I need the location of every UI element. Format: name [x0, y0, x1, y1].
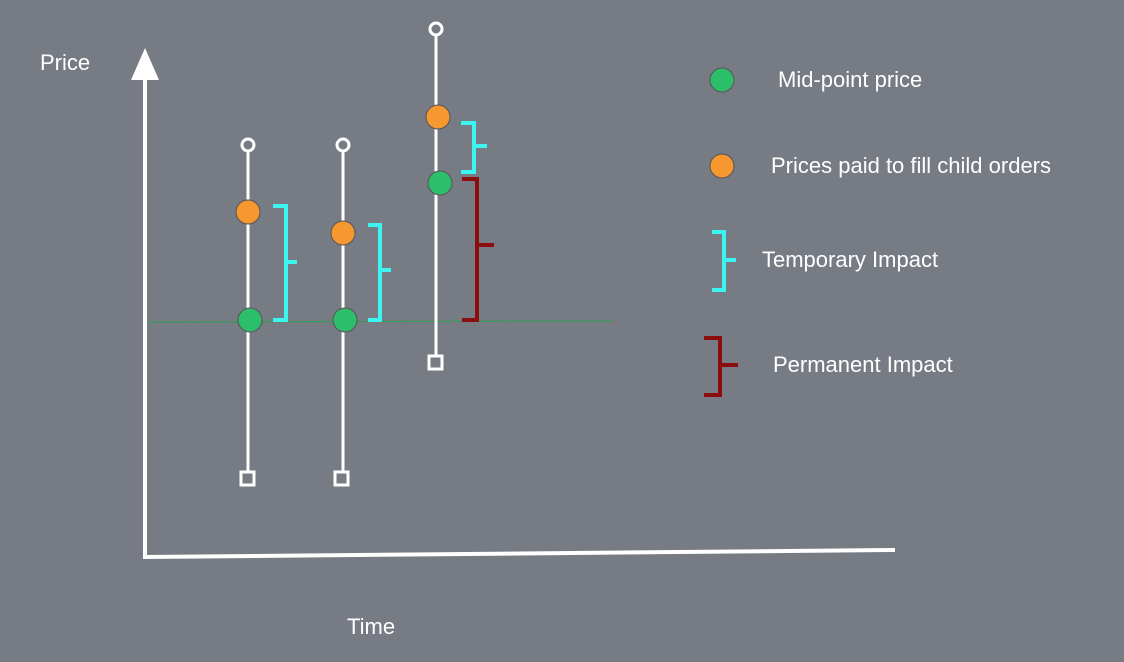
midpoint-price-dot [237, 307, 263, 333]
x-axis-label: Time [347, 614, 396, 639]
temporary-impact-brace [273, 204, 297, 322]
legend-permanent-label: Permanent Impact [773, 352, 953, 377]
legend-midpoint-dot [709, 67, 735, 93]
paid-price-dot [330, 220, 356, 246]
midpoint-price-dot [427, 170, 453, 196]
paid-price-dot [235, 199, 261, 225]
price-bar-3 [425, 21, 494, 371]
price-bar-2 [330, 137, 391, 487]
midpoint-price-dot [332, 307, 358, 333]
temporary-impact-brace [368, 223, 391, 322]
legend-paid-label: Prices paid to fill child orders [771, 153, 1052, 178]
y-axis-label: Price [40, 50, 91, 75]
legend-paid-dot [709, 153, 735, 179]
legend-temporary-label: Temporary Impact [762, 247, 939, 272]
low-marker-square [333, 470, 350, 487]
legend-midpoint-label: Mid-point price [778, 67, 923, 92]
y-axis-arrowhead [131, 48, 159, 80]
high-marker-circle [428, 21, 444, 37]
temporary-impact-brace [461, 121, 487, 174]
legend-temporary-brace [712, 230, 736, 292]
high-marker-circle [240, 137, 256, 153]
paid-price-dot [425, 104, 451, 130]
x-axis [142, 548, 896, 559]
price-bar-1 [235, 137, 297, 487]
high-marker-circle [335, 137, 351, 153]
low-marker-square [239, 470, 256, 487]
low-marker-square [427, 354, 444, 371]
permanent-impact-brace [462, 177, 494, 322]
legend-permanent-brace [704, 336, 738, 397]
